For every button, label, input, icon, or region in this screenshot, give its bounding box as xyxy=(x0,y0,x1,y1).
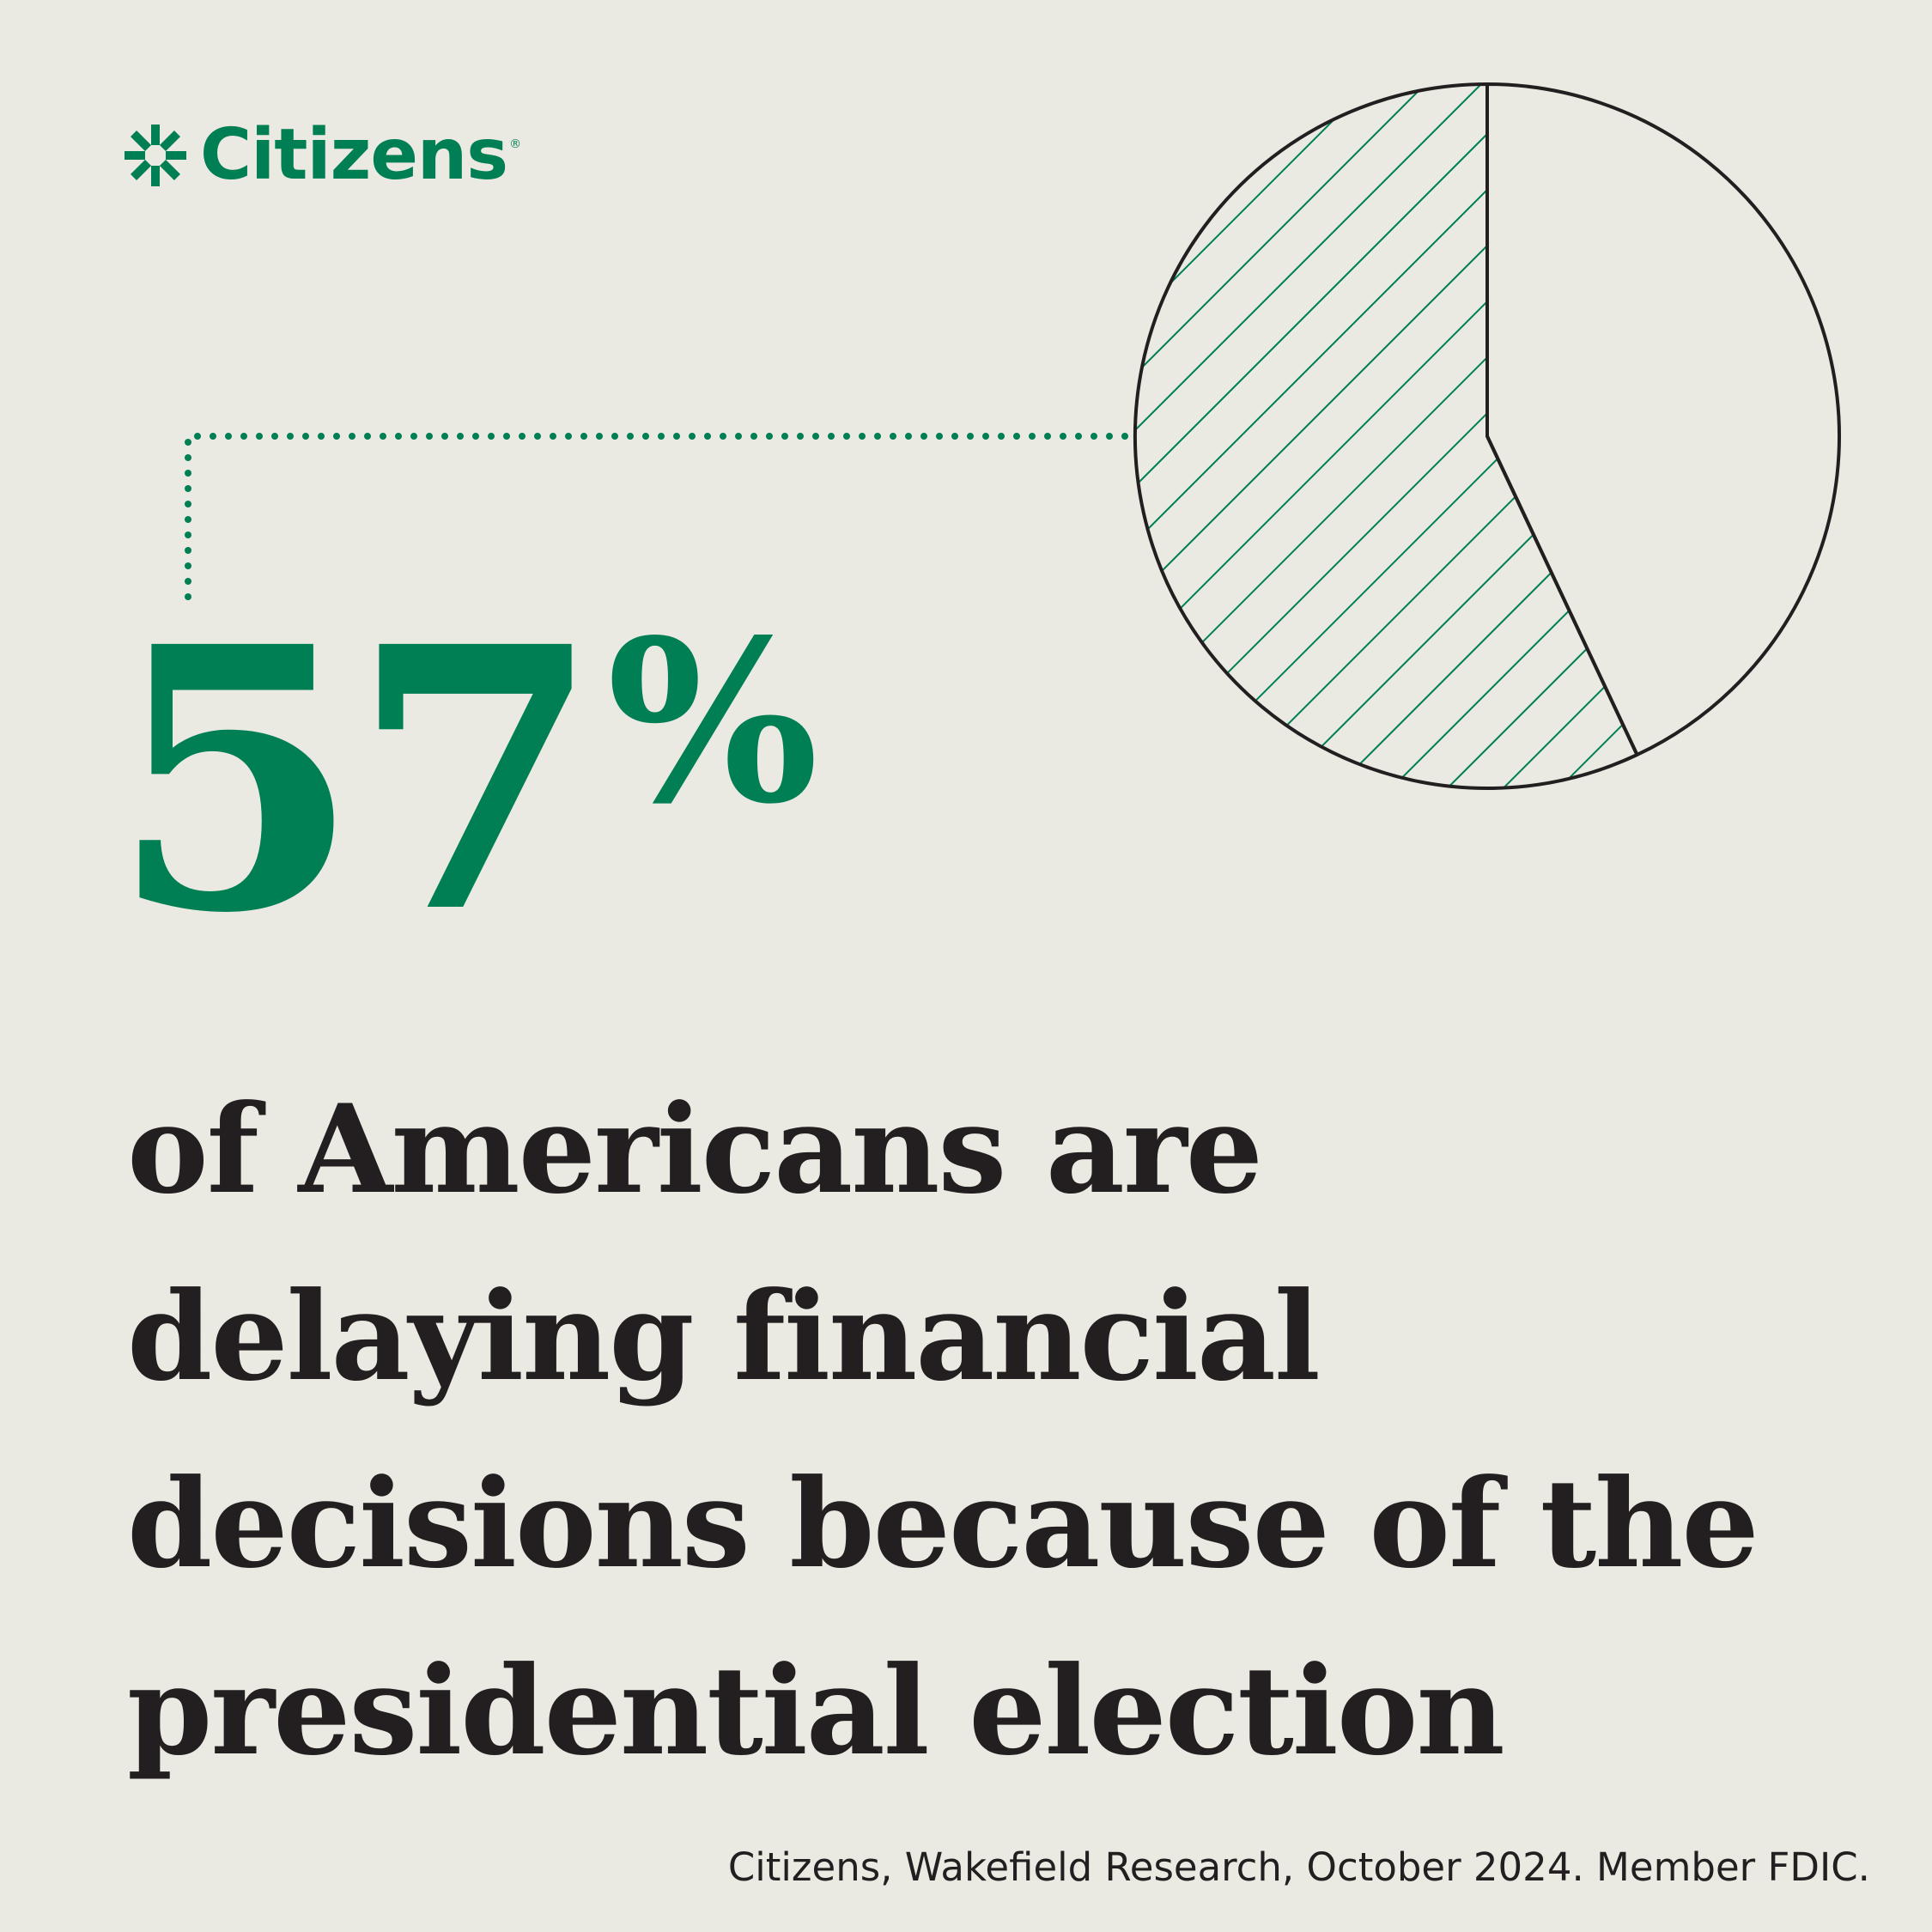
headline-line: delaying financial xyxy=(127,1266,1321,1408)
headline: of Americans are delaying financial deci… xyxy=(127,1056,1844,1805)
stat-percent-sign: % xyxy=(606,592,819,854)
stat-value: 57 xyxy=(110,569,601,993)
source-citation: Citizens, Wakefield Research, October 20… xyxy=(727,1844,1870,1890)
brand-name: Citizens xyxy=(200,114,508,196)
pie-slice-remainder xyxy=(1485,82,1841,756)
headline-line: decisions because of the xyxy=(127,1453,1759,1595)
citizens-logo-icon xyxy=(125,125,186,186)
dotted-connector xyxy=(185,433,1128,615)
headline-line: presidential election xyxy=(127,1640,1505,1783)
pie-slice-highlighted xyxy=(1133,82,1639,790)
headline-line: of Americans are xyxy=(127,1078,1263,1221)
brand-logo: Citizens ® xyxy=(123,120,521,191)
registered-mark: ® xyxy=(509,137,522,151)
statistic: 57 % xyxy=(110,601,819,962)
